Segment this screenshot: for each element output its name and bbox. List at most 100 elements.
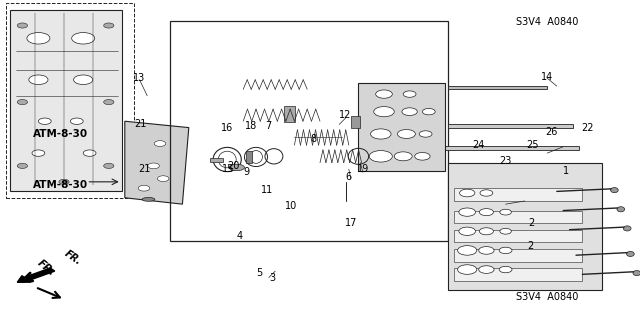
- Circle shape: [70, 118, 83, 124]
- Text: 12: 12: [339, 110, 352, 120]
- Text: S3V4  A0840: S3V4 A0840: [516, 292, 579, 302]
- Text: FR.: FR.: [63, 249, 83, 267]
- Text: 18: 18: [245, 121, 258, 131]
- Bar: [454, 268, 582, 281]
- Text: 19: 19: [356, 164, 369, 174]
- Circle shape: [500, 228, 511, 234]
- Circle shape: [458, 265, 477, 274]
- Text: 2: 2: [528, 218, 534, 228]
- Circle shape: [369, 151, 392, 162]
- Ellipse shape: [623, 226, 631, 231]
- Text: 3: 3: [269, 273, 275, 283]
- Circle shape: [17, 100, 28, 105]
- Ellipse shape: [142, 197, 155, 201]
- Ellipse shape: [633, 271, 640, 276]
- Circle shape: [402, 108, 417, 115]
- Circle shape: [138, 185, 150, 191]
- Circle shape: [479, 228, 493, 235]
- Circle shape: [72, 33, 95, 44]
- Ellipse shape: [229, 164, 244, 171]
- Circle shape: [74, 75, 93, 85]
- Circle shape: [458, 246, 477, 255]
- Circle shape: [479, 209, 493, 216]
- Text: 25: 25: [526, 140, 539, 150]
- Circle shape: [500, 209, 511, 215]
- Text: 2: 2: [527, 241, 533, 251]
- Circle shape: [104, 163, 114, 168]
- Polygon shape: [448, 163, 602, 290]
- Ellipse shape: [218, 151, 236, 168]
- Circle shape: [17, 163, 28, 168]
- Text: 23: 23: [499, 156, 512, 166]
- Circle shape: [499, 266, 512, 273]
- Circle shape: [459, 208, 476, 216]
- Text: FR.: FR.: [35, 258, 57, 278]
- Circle shape: [480, 190, 493, 196]
- Circle shape: [38, 118, 51, 124]
- Bar: [448, 86, 547, 89]
- Circle shape: [29, 75, 48, 85]
- Text: 13: 13: [133, 73, 146, 83]
- Bar: [210, 158, 223, 162]
- Polygon shape: [10, 10, 122, 191]
- Bar: [351, 116, 360, 128]
- Circle shape: [27, 33, 50, 44]
- Text: 5: 5: [256, 268, 262, 278]
- Circle shape: [415, 152, 430, 160]
- Circle shape: [419, 131, 432, 137]
- Text: 6: 6: [346, 172, 352, 182]
- Text: 20: 20: [227, 161, 240, 171]
- Circle shape: [459, 227, 476, 235]
- Text: 1: 1: [563, 166, 570, 176]
- Bar: [454, 249, 582, 262]
- Text: 9: 9: [243, 167, 250, 177]
- Circle shape: [394, 152, 412, 161]
- Circle shape: [479, 266, 494, 273]
- Text: 7: 7: [266, 121, 272, 131]
- FancyArrow shape: [17, 268, 55, 282]
- Bar: [448, 124, 573, 128]
- Text: 16: 16: [221, 122, 234, 133]
- Text: 17: 17: [344, 218, 357, 228]
- Bar: [454, 230, 582, 242]
- Circle shape: [83, 150, 96, 156]
- Text: S3V4  A0840: S3V4 A0840: [516, 17, 579, 27]
- Ellipse shape: [617, 207, 625, 212]
- Text: 8: 8: [310, 134, 317, 144]
- Circle shape: [148, 163, 159, 169]
- Circle shape: [374, 107, 394, 117]
- Ellipse shape: [627, 251, 634, 256]
- Text: 26: 26: [545, 127, 558, 137]
- Circle shape: [104, 100, 114, 105]
- Circle shape: [403, 91, 416, 97]
- Circle shape: [460, 189, 475, 197]
- Text: 21: 21: [138, 164, 150, 174]
- Bar: [410, 146, 579, 150]
- Text: 10: 10: [285, 201, 298, 211]
- Polygon shape: [125, 121, 189, 204]
- Circle shape: [157, 176, 169, 182]
- Circle shape: [422, 108, 435, 115]
- Circle shape: [499, 247, 512, 254]
- Text: 21: 21: [134, 119, 147, 130]
- Bar: [454, 188, 582, 201]
- Text: 24: 24: [472, 140, 485, 150]
- Text: 4: 4: [237, 231, 243, 241]
- Bar: [246, 151, 252, 163]
- Circle shape: [376, 90, 392, 98]
- Circle shape: [479, 247, 494, 254]
- Circle shape: [371, 129, 391, 139]
- Polygon shape: [358, 83, 445, 171]
- Circle shape: [154, 141, 166, 146]
- Ellipse shape: [250, 151, 262, 163]
- Circle shape: [17, 23, 28, 28]
- Circle shape: [397, 130, 415, 138]
- Circle shape: [32, 150, 45, 156]
- Text: 14: 14: [541, 71, 554, 82]
- Text: 11: 11: [261, 185, 274, 195]
- Bar: [284, 106, 295, 122]
- Bar: [454, 211, 582, 223]
- Text: ATM-8-30: ATM-8-30: [33, 180, 88, 190]
- Text: 15: 15: [222, 164, 235, 174]
- Ellipse shape: [611, 188, 618, 193]
